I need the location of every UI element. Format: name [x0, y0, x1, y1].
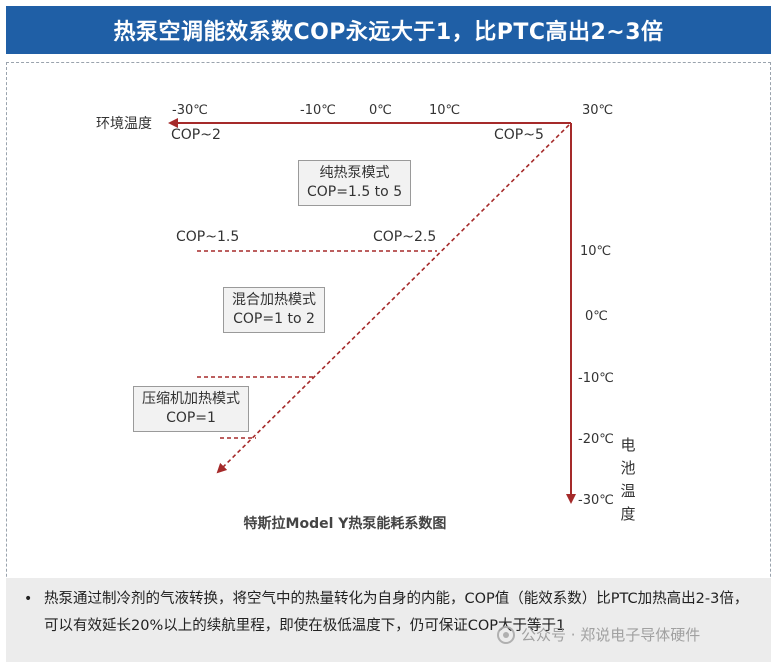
right-tick-10: 10℃	[580, 244, 612, 259]
top-tick-0: 0℃	[369, 103, 392, 118]
top-tick-30: 30℃	[582, 103, 614, 118]
top-tick-minus30: -30℃	[172, 103, 208, 118]
mode-cop: COP=1	[166, 410, 216, 426]
mode-cop: COP=1.5 to 5	[307, 184, 403, 200]
summary-box: • 热泵通过制冷剂的气液转换，将空气中的热量转化为自身的内能，COP值（能效系数…	[6, 578, 771, 662]
cop-5-label: COP~5	[494, 127, 544, 143]
summary-text: 热泵通过制冷剂的气液转换，将空气中的热量转化为自身的内能，COP值（能效系数）比…	[44, 591, 749, 634]
diagram-caption: 特斯拉Model Y热泵能耗系数图	[243, 516, 447, 532]
mode-name: 压缩机加热模式	[142, 391, 240, 407]
right-tick-minus30: -30℃	[578, 493, 614, 508]
mode-box-heat-pump: 纯热泵模式 COP=1.5 to 5	[298, 160, 412, 206]
mode-box-compressor: 压缩机加热模式 COP=1	[133, 386, 249, 432]
mode-name: 纯热泵模式	[319, 165, 390, 181]
top-tick-minus10: -10℃	[300, 103, 336, 118]
right-tick-minus10: -10℃	[578, 371, 614, 386]
cop-2-5-label: COP~2.5	[373, 229, 437, 245]
cop-1-5-label: COP~1.5	[176, 229, 240, 245]
cop-2-label: COP~2	[171, 127, 221, 143]
ambient-temp-label: 环境温度	[96, 116, 152, 132]
wechat-icon	[497, 625, 515, 644]
watermark: 公众号 · 郑说电子导体硬件	[497, 624, 700, 645]
mode-cop: COP=1 to 2	[233, 311, 315, 327]
cop-diagonal-line	[216, 124, 570, 474]
right-tick-0: 0℃	[585, 309, 608, 324]
watermark-text: 公众号 · 郑说电子导体硬件	[521, 626, 701, 644]
top-tick-10: 10℃	[429, 103, 461, 118]
right-tick-minus20: -20℃	[578, 432, 614, 447]
bullet-icon: •	[24, 591, 33, 607]
mode-box-mixed: 混合加热模式 COP=1 to 2	[223, 287, 325, 333]
page-title: 热泵空调能效系数COP永远大于1，比PTC高出2~3倍	[6, 6, 771, 54]
mode-name: 混合加热模式	[232, 292, 316, 308]
battery-temp-label: 电池温度	[620, 436, 636, 523]
